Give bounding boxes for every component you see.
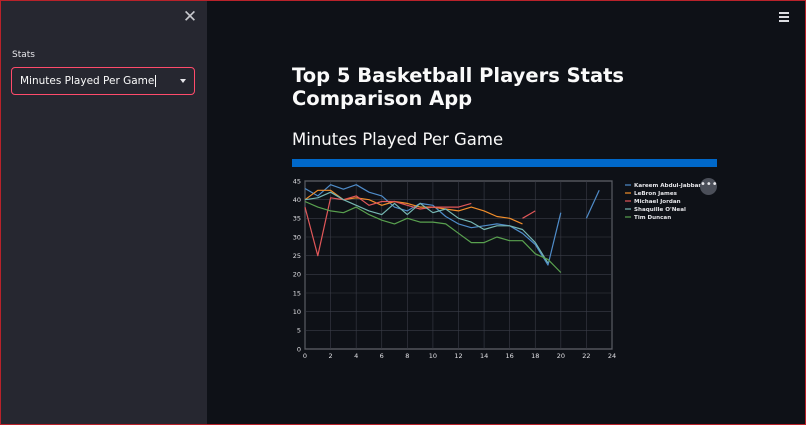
x-tick-label: 8 bbox=[405, 352, 409, 360]
x-tick-label: 4 bbox=[354, 352, 358, 360]
series-line bbox=[304, 191, 549, 264]
text-caret bbox=[155, 75, 157, 87]
y-tick-label: 5 bbox=[297, 327, 301, 335]
progress-bar bbox=[292, 159, 717, 167]
y-tick-label: 40 bbox=[293, 196, 301, 204]
minutes-line-chart: 0 2 4 6 8 10 12 14 16 18 20 22 24051015202530354045K… bbox=[293, 177, 702, 360]
series-line bbox=[304, 184, 562, 266]
legend-label: LeBron James bbox=[634, 191, 678, 197]
stat-subheader: Minutes Played Per Game bbox=[292, 130, 504, 149]
x-tick-label: 6 bbox=[380, 352, 384, 360]
stats-select[interactable]: Minutes Played Per Game bbox=[11, 67, 195, 95]
x-tick-label: 0 bbox=[303, 352, 307, 360]
series-line bbox=[585, 190, 600, 219]
x-tick-label: 2 bbox=[329, 352, 333, 360]
hamburger-icon[interactable] bbox=[779, 12, 789, 24]
series-line bbox=[304, 195, 472, 257]
more-horizontal-icon[interactable]: ••• bbox=[700, 178, 718, 195]
y-tick-label: 15 bbox=[293, 289, 301, 297]
legend-label: Tim Duncan bbox=[634, 215, 671, 221]
y-tick-label: 10 bbox=[293, 308, 301, 316]
x-tick-label: 20 bbox=[557, 352, 565, 360]
series-line bbox=[522, 210, 536, 219]
x-tick-label: 24 bbox=[608, 352, 616, 360]
legend-label: Kareem Abdul-Jabbar bbox=[634, 183, 701, 189]
x-tick-label: 12 bbox=[454, 352, 462, 360]
series-line bbox=[304, 200, 562, 273]
legend-label: Michael Jordan bbox=[634, 199, 681, 205]
sidebar: ✕ Stats Minutes Played Per Game bbox=[0, 0, 207, 425]
stats-select-value: Minutes Played Per Game bbox=[20, 75, 157, 87]
x-tick-label: 10 bbox=[429, 352, 437, 360]
y-tick-label: 30 bbox=[293, 233, 301, 241]
x-tick-label: 16 bbox=[506, 352, 514, 360]
y-tick-label: 20 bbox=[293, 271, 301, 279]
y-tick-label: 45 bbox=[293, 177, 301, 185]
chevron-down-icon[interactable] bbox=[180, 79, 186, 83]
y-tick-label: 35 bbox=[293, 215, 301, 223]
page-title: Top 5 Basketball Players Stats Compariso… bbox=[292, 64, 625, 110]
stats-label: Stats bbox=[12, 50, 35, 60]
y-tick-label: 0 bbox=[297, 345, 301, 353]
close-icon[interactable]: ✕ bbox=[182, 7, 198, 27]
y-tick-label: 25 bbox=[293, 252, 301, 260]
x-tick-label: 18 bbox=[531, 352, 539, 360]
legend-label: Shaquille O'Neal bbox=[634, 207, 686, 213]
progress-bar-fill bbox=[292, 159, 717, 167]
x-tick-label: 14 bbox=[480, 352, 488, 360]
x-tick-label: 22 bbox=[582, 352, 590, 360]
